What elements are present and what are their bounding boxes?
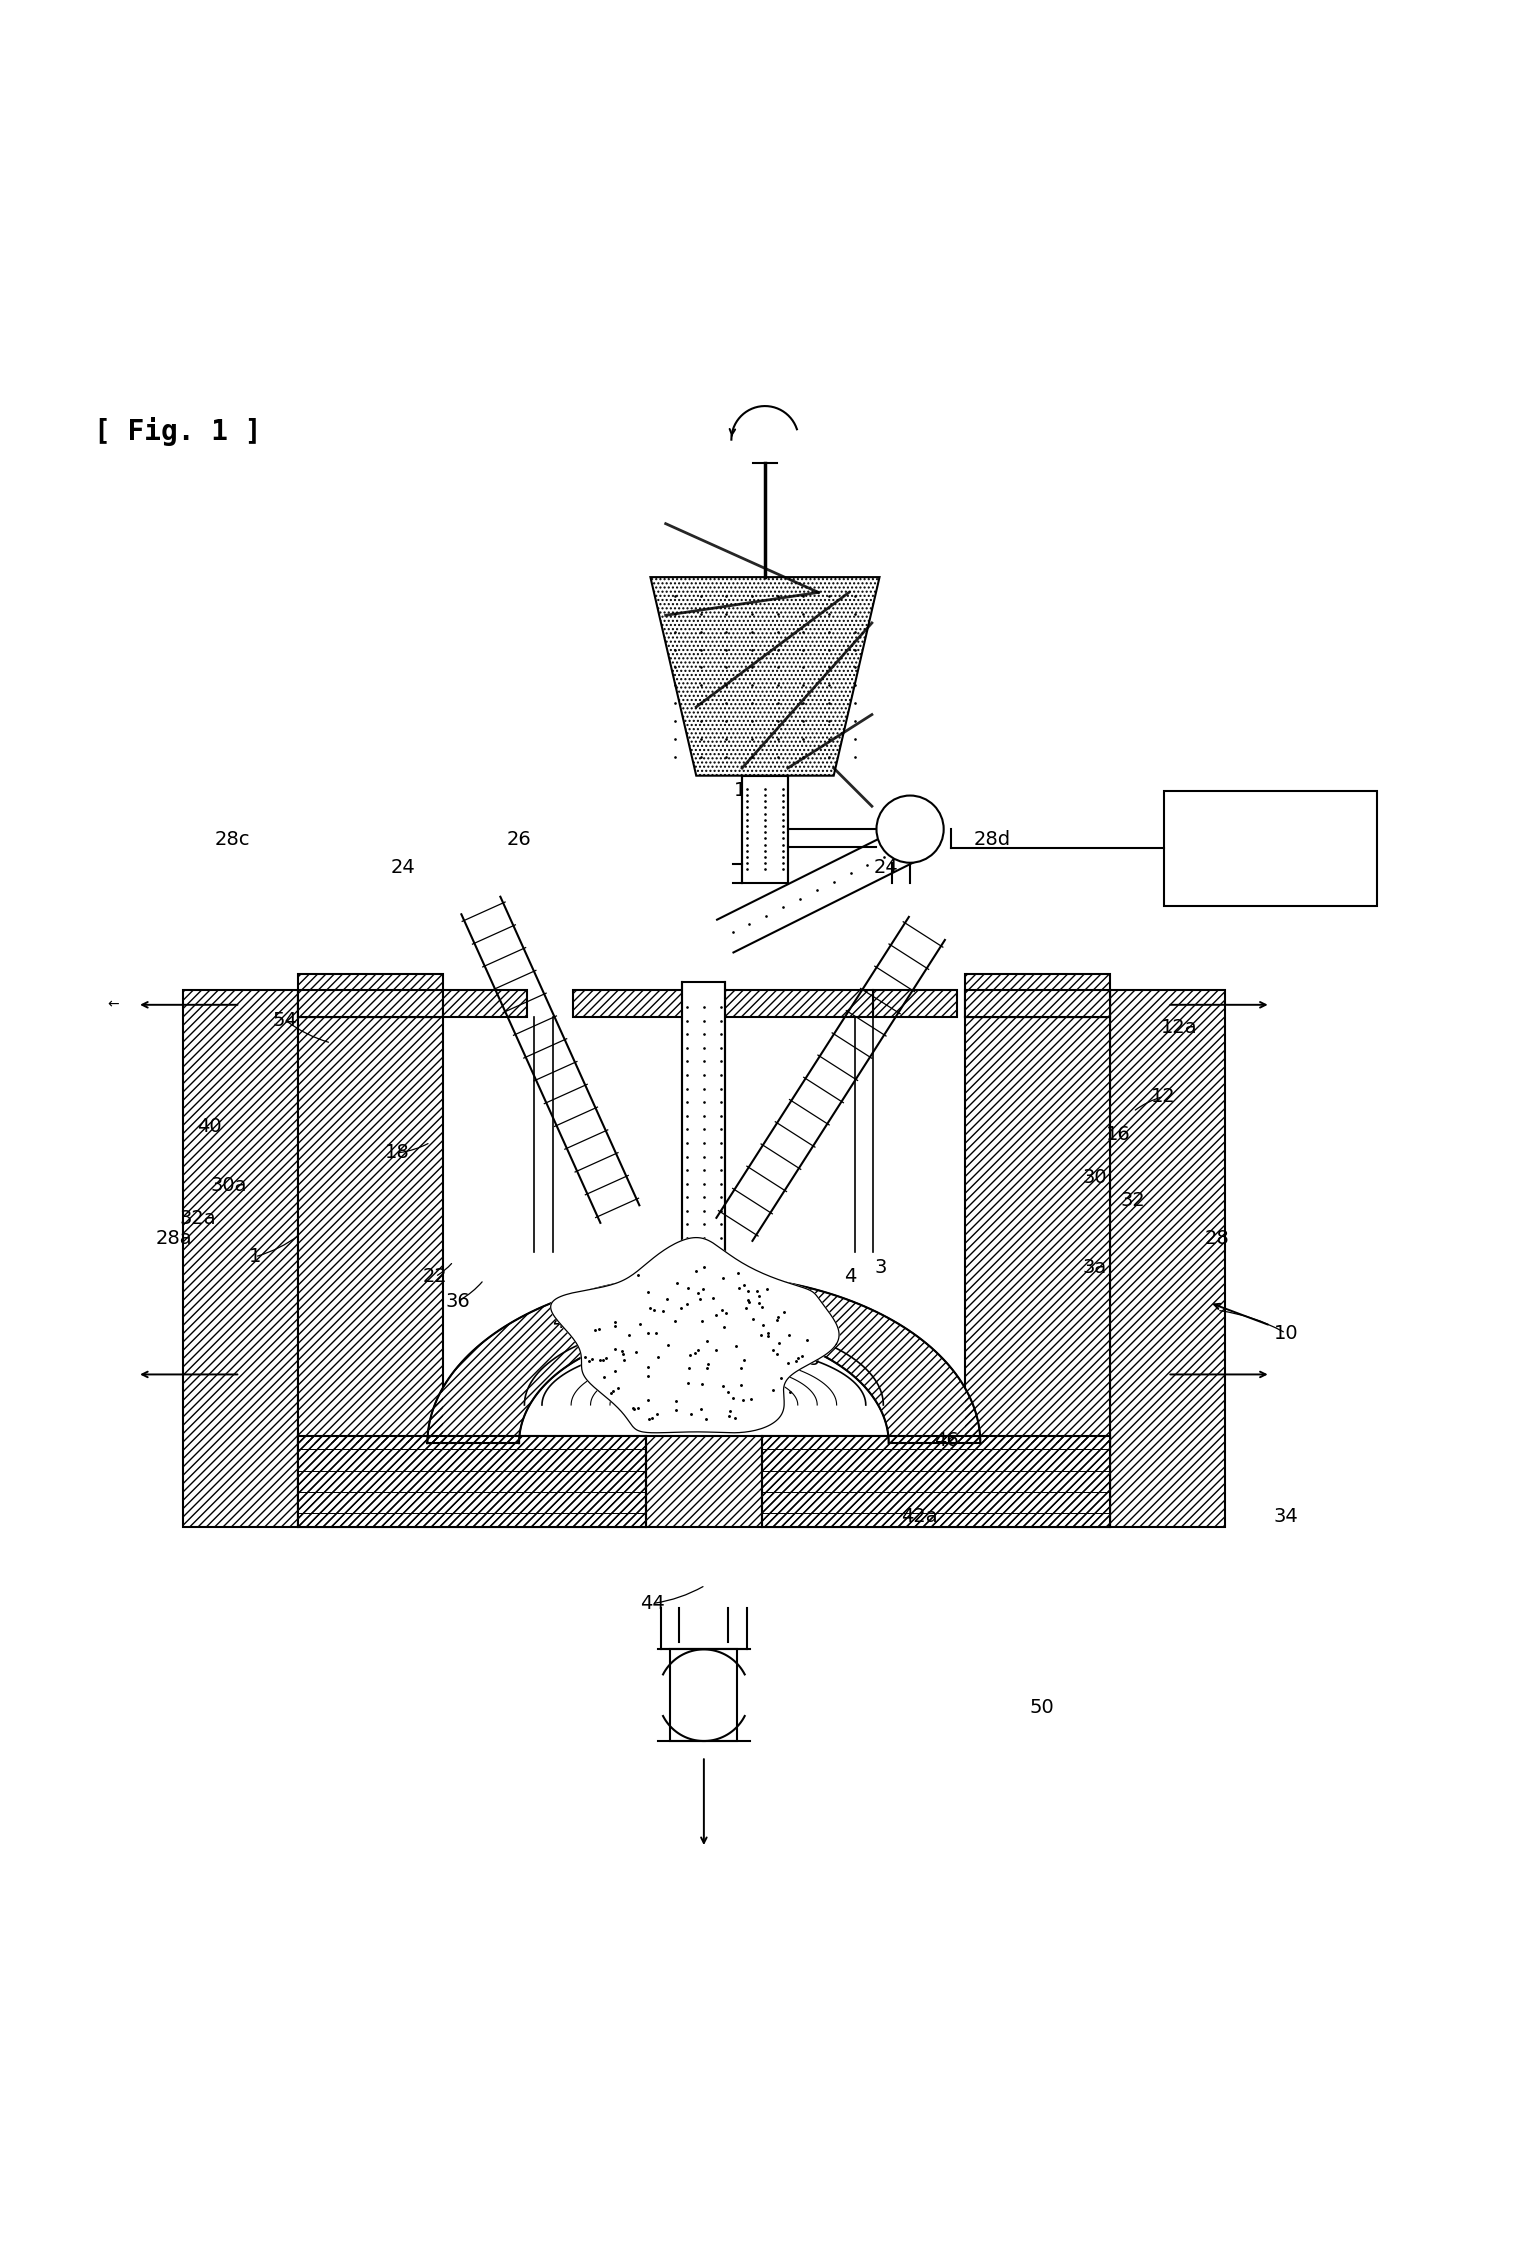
Bar [297, 1017, 443, 1443]
Text: 50: 50 [1029, 1697, 1053, 1718]
Bar [1164, 791, 1378, 906]
Text: 30a: 30a [210, 1177, 247, 1195]
Bar [874, 990, 958, 1017]
Polygon shape [428, 1276, 980, 1443]
Bar [966, 1017, 1110, 1443]
Text: 46: 46 [934, 1431, 960, 1449]
Text: 14: 14 [734, 782, 759, 800]
Bar [966, 1017, 1110, 1443]
Text: 3a: 3a [1082, 1258, 1107, 1278]
Text: 24: 24 [391, 859, 415, 877]
Bar [443, 990, 527, 1017]
Bar [297, 1436, 1110, 1528]
Bar [297, 1017, 443, 1443]
Text: 28a: 28a [155, 1228, 192, 1249]
Polygon shape [650, 577, 880, 775]
Text: 20: 20 [685, 1163, 710, 1183]
Text: 38: 38 [762, 1283, 786, 1301]
Text: 16: 16 [1105, 1125, 1130, 1145]
Bar [742, 775, 788, 884]
Text: 44: 44 [639, 1594, 664, 1614]
Bar [572, 990, 874, 1017]
Bar [297, 1436, 645, 1528]
Text: 12a: 12a [1160, 1019, 1197, 1037]
Polygon shape [550, 1237, 839, 1434]
Text: 12: 12 [1151, 1086, 1176, 1107]
Text: 54: 54 [273, 1010, 297, 1030]
Text: 10: 10 [1274, 1323, 1298, 1343]
Bar [966, 974, 1110, 1017]
Bar [443, 990, 527, 1017]
Bar [682, 983, 725, 1292]
Bar [297, 974, 443, 1017]
Bar [670, 1650, 737, 1740]
Bar [182, 990, 297, 1528]
Bar [874, 990, 958, 1017]
Bar [966, 990, 1110, 1017]
Bar [966, 990, 1110, 1017]
Text: 32: 32 [1121, 1190, 1145, 1210]
Bar [182, 990, 297, 1528]
Bar [297, 990, 443, 1017]
Text: 4: 4 [845, 1267, 857, 1287]
Circle shape [877, 796, 944, 863]
Text: [ Fig. 1 ]: [ Fig. 1 ] [95, 417, 262, 446]
Bar [762, 1436, 1110, 1528]
Text: 48: 48 [796, 1350, 820, 1368]
Bar [297, 974, 443, 1017]
Text: 32a: 32a [179, 1208, 216, 1228]
Text: 28c: 28c [215, 829, 250, 850]
Text: 42: 42 [552, 1314, 578, 1332]
Bar [297, 1436, 1110, 1528]
Bar [1110, 990, 1225, 1528]
Bar [297, 990, 443, 1017]
Text: 34: 34 [1274, 1508, 1298, 1526]
Bar [297, 1436, 645, 1528]
Text: ←: ← [107, 999, 120, 1012]
Bar [966, 974, 1110, 1017]
Text: 30: 30 [1082, 1168, 1107, 1188]
Bar [1110, 990, 1225, 1528]
Text: 3: 3 [875, 1258, 888, 1278]
Text: 18: 18 [385, 1143, 409, 1163]
Text: 36: 36 [446, 1292, 471, 1310]
Text: 22: 22 [423, 1267, 448, 1287]
Text: 28d: 28d [973, 829, 1012, 850]
Bar [572, 990, 874, 1017]
Text: 42a: 42a [901, 1508, 938, 1526]
Text: 28: 28 [1205, 1228, 1229, 1249]
Text: 40: 40 [196, 1118, 221, 1136]
Bar [762, 1436, 1110, 1528]
Text: 28e: 28e [679, 690, 716, 708]
Text: 24: 24 [874, 859, 898, 877]
Text: 26: 26 [507, 829, 532, 850]
Text: 1: 1 [248, 1246, 261, 1267]
